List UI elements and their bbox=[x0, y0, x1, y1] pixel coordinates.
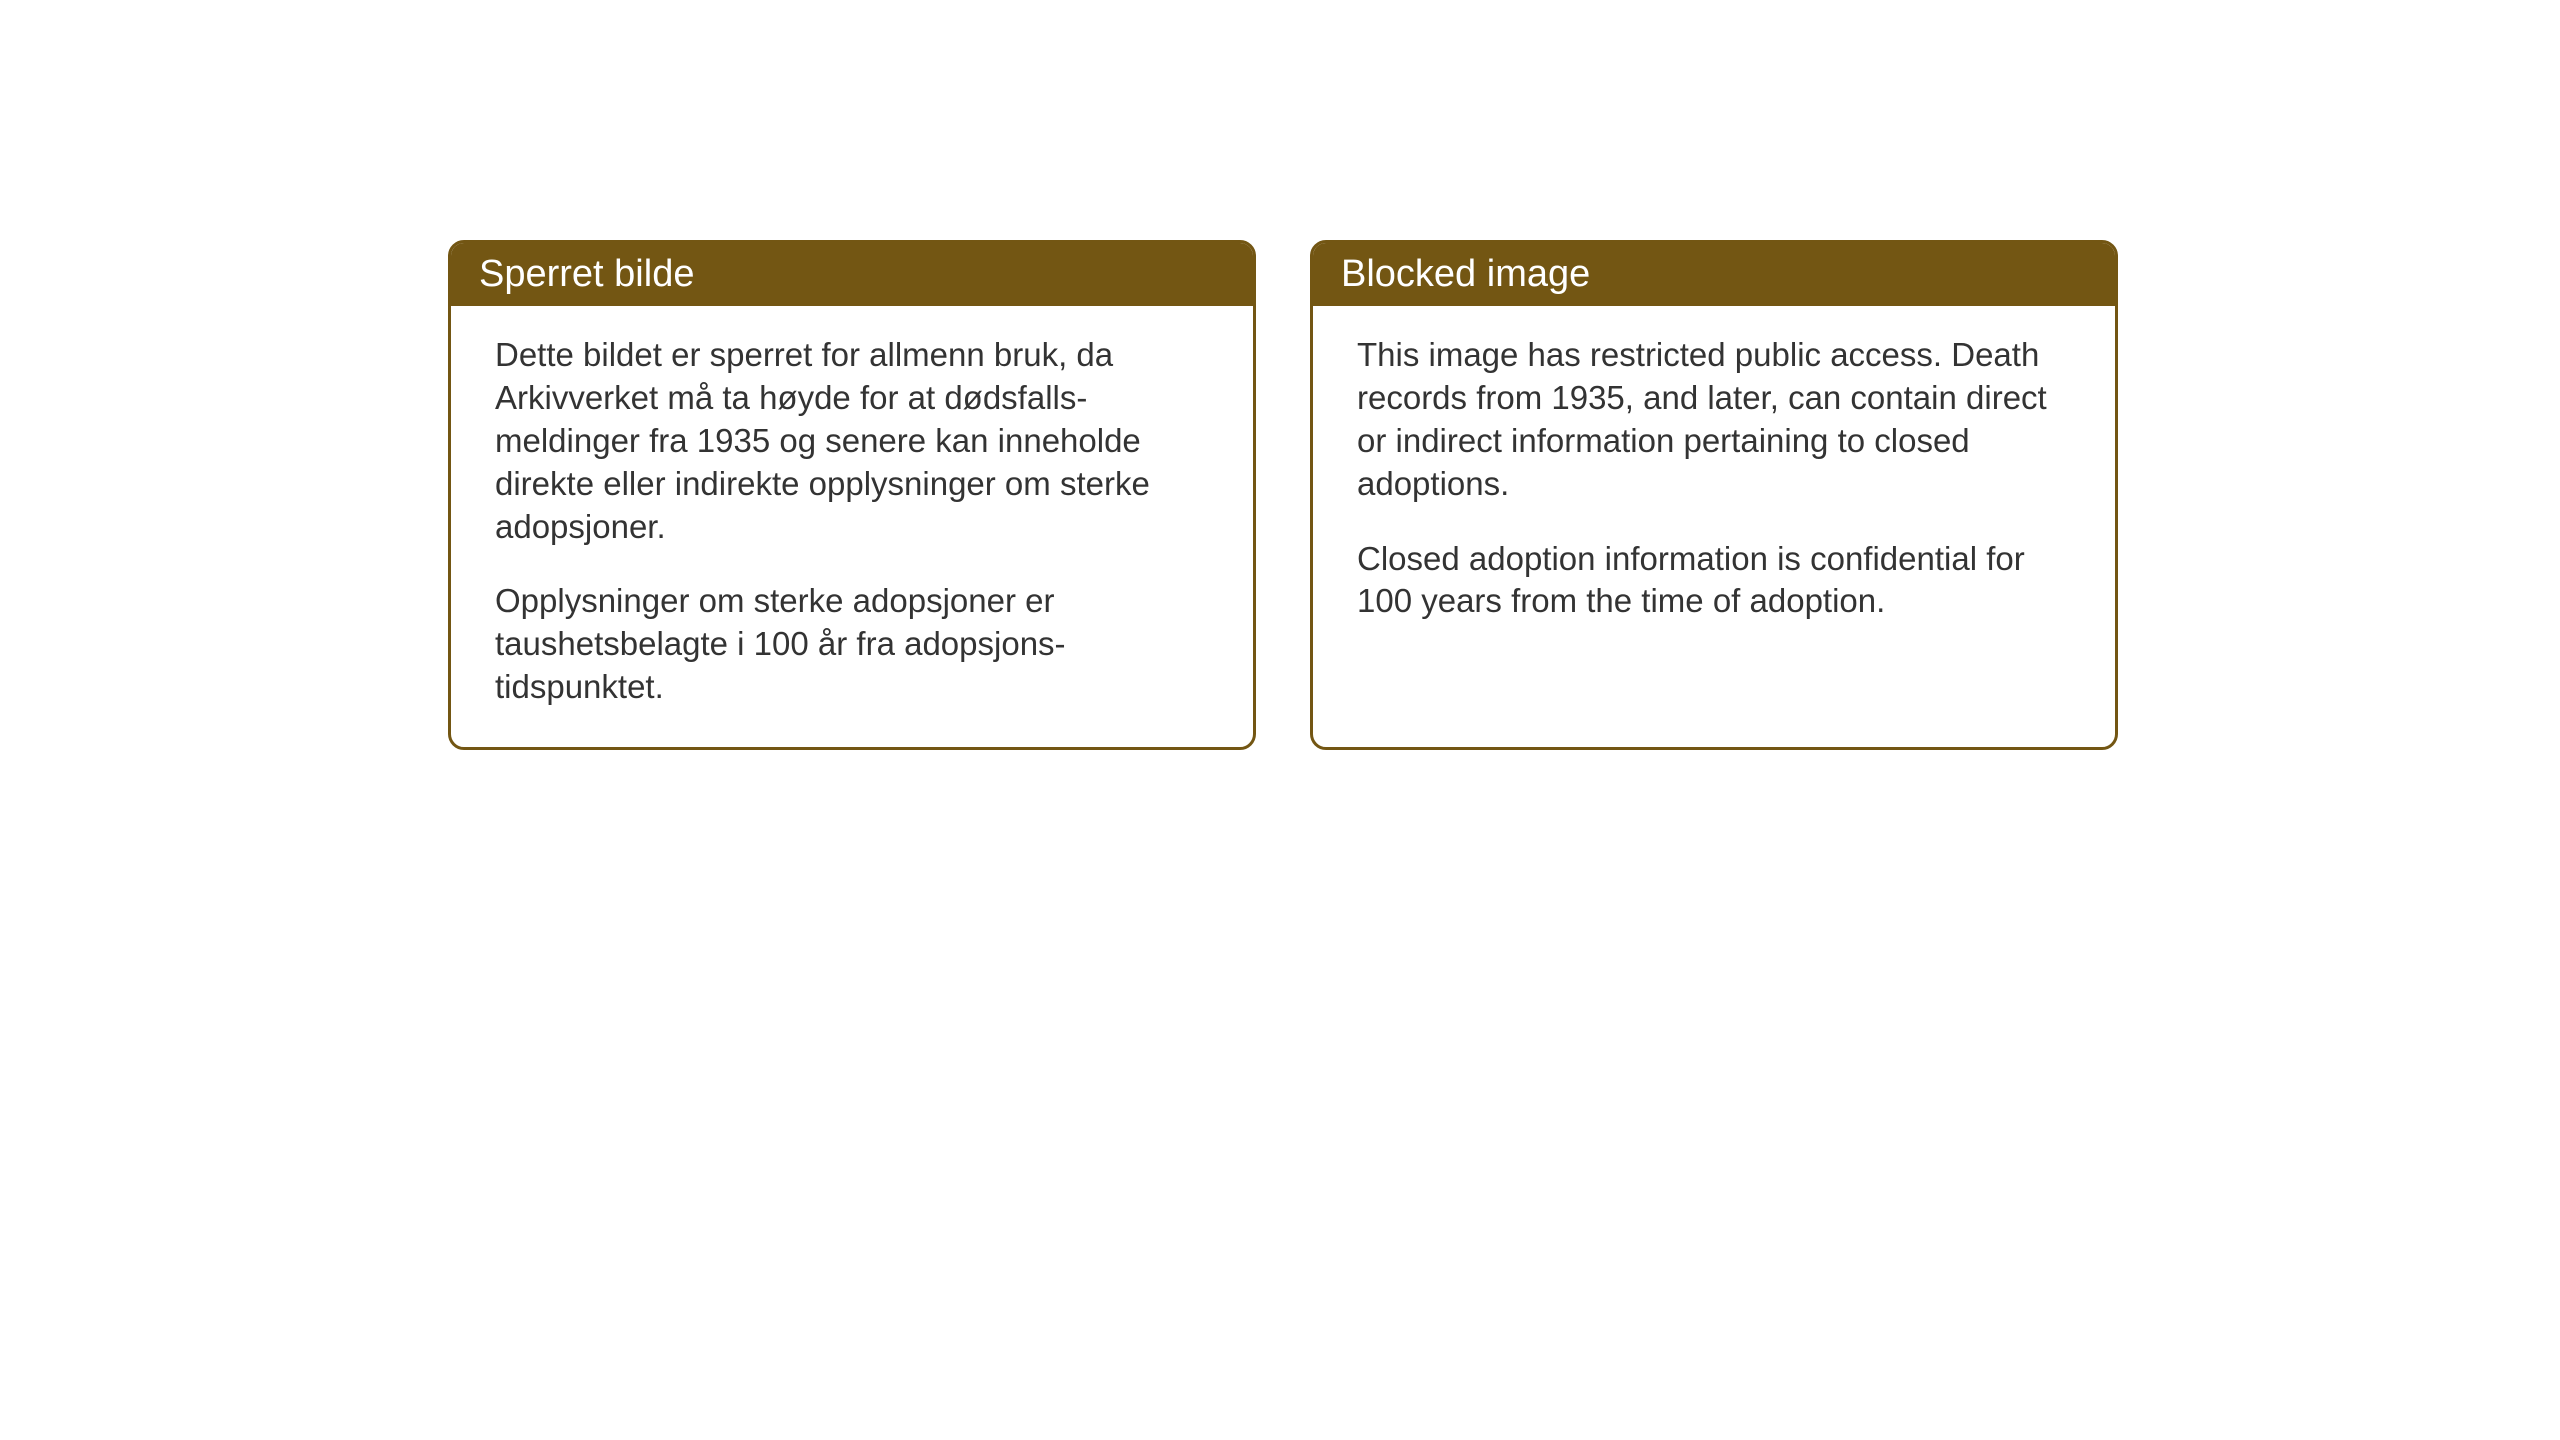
card-para1-norwegian: Dette bildet er sperret for allmenn bruk… bbox=[495, 334, 1209, 548]
card-body-norwegian: Dette bildet er sperret for allmenn bruk… bbox=[451, 306, 1253, 745]
card-header-english: Blocked image bbox=[1313, 243, 2115, 306]
card-norwegian: Sperret bilde Dette bildet er sperret fo… bbox=[448, 240, 1256, 750]
card-header-norwegian: Sperret bilde bbox=[451, 243, 1253, 306]
card-title-norwegian: Sperret bilde bbox=[479, 253, 694, 295]
card-para1-english: This image has restricted public access.… bbox=[1357, 334, 2071, 506]
card-para2-english: Closed adoption information is confident… bbox=[1357, 538, 2071, 624]
card-title-english: Blocked image bbox=[1341, 253, 1590, 295]
card-para2-norwegian: Opplysninger om sterke adopsjoner er tau… bbox=[495, 580, 1209, 709]
cards-container: Sperret bilde Dette bildet er sperret fo… bbox=[448, 240, 2118, 750]
card-body-english: This image has restricted public access.… bbox=[1313, 306, 2115, 659]
card-english: Blocked image This image has restricted … bbox=[1310, 240, 2118, 750]
